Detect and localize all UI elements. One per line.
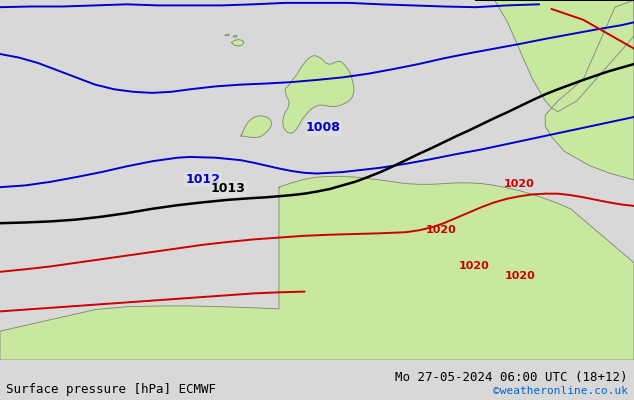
- Text: Surface pressure [hPa] ECMWF: Surface pressure [hPa] ECMWF: [6, 383, 216, 396]
- Polygon shape: [225, 34, 230, 36]
- Text: 1020: 1020: [505, 272, 535, 282]
- Polygon shape: [231, 40, 244, 46]
- Polygon shape: [283, 56, 354, 133]
- Text: 1020: 1020: [459, 261, 489, 271]
- Text: 1020: 1020: [425, 225, 456, 235]
- Text: Mo 27-05-2024 06:00 UTC (18+12): Mo 27-05-2024 06:00 UTC (18+12): [395, 371, 628, 384]
- Text: 1013: 1013: [210, 182, 246, 196]
- Polygon shape: [495, 0, 634, 112]
- Text: ©weatheronline.co.uk: ©weatheronline.co.uk: [493, 386, 628, 396]
- Text: 1008: 1008: [306, 121, 341, 134]
- Text: 1012: 1012: [185, 173, 221, 186]
- Polygon shape: [545, 0, 634, 180]
- Text: 1020: 1020: [503, 178, 534, 189]
- Polygon shape: [0, 176, 634, 360]
- Polygon shape: [233, 35, 237, 38]
- Polygon shape: [241, 116, 271, 138]
